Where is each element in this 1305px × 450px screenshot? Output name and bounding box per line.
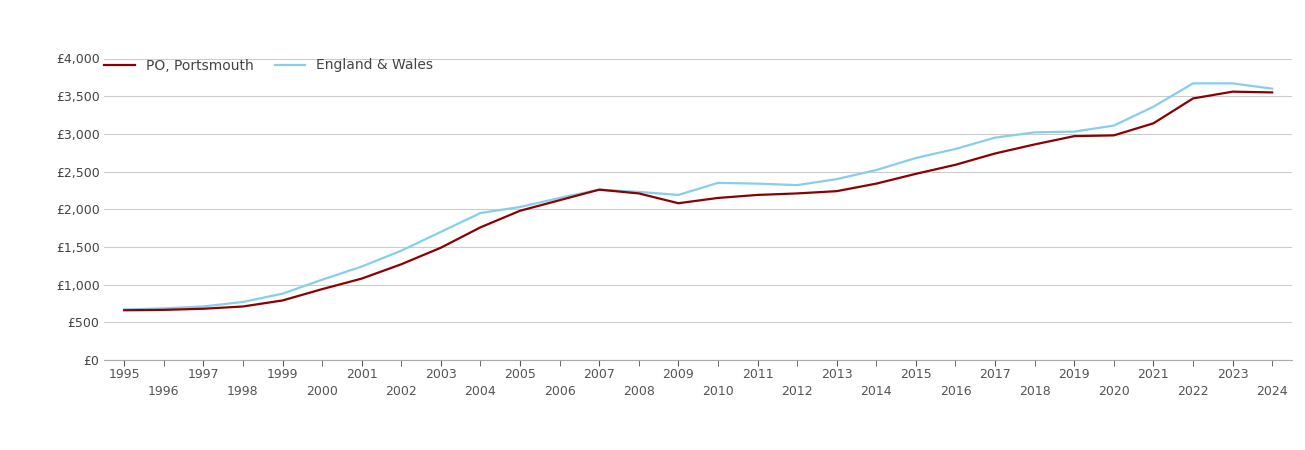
England & Wales bbox=[632, 189, 647, 194]
England & Wales bbox=[315, 277, 330, 283]
England & Wales bbox=[1027, 130, 1043, 135]
PO, Portsmouth bbox=[1146, 121, 1161, 126]
England & Wales bbox=[196, 304, 211, 309]
PO, Portsmouth bbox=[155, 307, 171, 313]
PO, Portsmouth bbox=[552, 198, 568, 203]
PO, Portsmouth bbox=[868, 181, 883, 186]
England & Wales bbox=[671, 192, 686, 198]
PO, Portsmouth bbox=[275, 298, 291, 303]
PO, Portsmouth bbox=[354, 276, 369, 281]
PO, Portsmouth bbox=[116, 307, 132, 313]
England & Wales bbox=[1224, 81, 1240, 86]
England & Wales bbox=[749, 181, 765, 186]
England & Wales bbox=[116, 307, 132, 312]
PO, Portsmouth bbox=[1224, 89, 1240, 94]
England & Wales bbox=[235, 299, 251, 305]
PO, Portsmouth bbox=[591, 187, 607, 192]
England & Wales bbox=[275, 291, 291, 297]
England & Wales bbox=[552, 195, 568, 201]
England & Wales bbox=[1185, 81, 1201, 86]
England & Wales bbox=[790, 182, 805, 188]
England & Wales bbox=[947, 146, 963, 152]
England & Wales bbox=[393, 248, 408, 253]
England & Wales bbox=[354, 264, 369, 269]
England & Wales bbox=[868, 167, 883, 173]
PO, Portsmouth bbox=[472, 225, 488, 230]
PO, Portsmouth bbox=[1027, 142, 1043, 147]
PO, Portsmouth bbox=[632, 191, 647, 196]
PO, Portsmouth bbox=[710, 195, 726, 201]
PO, Portsmouth bbox=[671, 201, 686, 206]
PO, Portsmouth bbox=[433, 245, 449, 250]
England & Wales bbox=[1146, 104, 1161, 109]
England & Wales bbox=[1105, 123, 1121, 128]
England & Wales bbox=[1066, 129, 1082, 134]
England & Wales bbox=[1265, 86, 1280, 91]
England & Wales bbox=[710, 180, 726, 185]
England & Wales bbox=[988, 135, 1004, 140]
PO, Portsmouth bbox=[393, 261, 408, 267]
PO, Portsmouth bbox=[1066, 134, 1082, 139]
PO, Portsmouth bbox=[512, 208, 527, 213]
Line: PO, Portsmouth: PO, Portsmouth bbox=[124, 92, 1272, 310]
PO, Portsmouth bbox=[315, 287, 330, 292]
PO, Portsmouth bbox=[1105, 133, 1121, 138]
PO, Portsmouth bbox=[829, 189, 844, 194]
England & Wales bbox=[472, 210, 488, 216]
England & Wales bbox=[908, 155, 924, 161]
PO, Portsmouth bbox=[235, 304, 251, 309]
Line: England & Wales: England & Wales bbox=[124, 83, 1272, 310]
PO, Portsmouth bbox=[1185, 96, 1201, 101]
PO, Portsmouth bbox=[196, 306, 211, 311]
England & Wales bbox=[512, 204, 527, 210]
England & Wales bbox=[591, 187, 607, 192]
England & Wales bbox=[433, 229, 449, 234]
PO, Portsmouth bbox=[790, 191, 805, 196]
Legend: PO, Portsmouth, England & Wales: PO, Portsmouth, England & Wales bbox=[104, 58, 433, 72]
PO, Portsmouth bbox=[947, 162, 963, 167]
PO, Portsmouth bbox=[908, 171, 924, 176]
PO, Portsmouth bbox=[749, 192, 765, 198]
PO, Portsmouth bbox=[1265, 90, 1280, 95]
PO, Portsmouth bbox=[988, 151, 1004, 156]
England & Wales bbox=[829, 176, 844, 182]
England & Wales bbox=[155, 306, 171, 311]
